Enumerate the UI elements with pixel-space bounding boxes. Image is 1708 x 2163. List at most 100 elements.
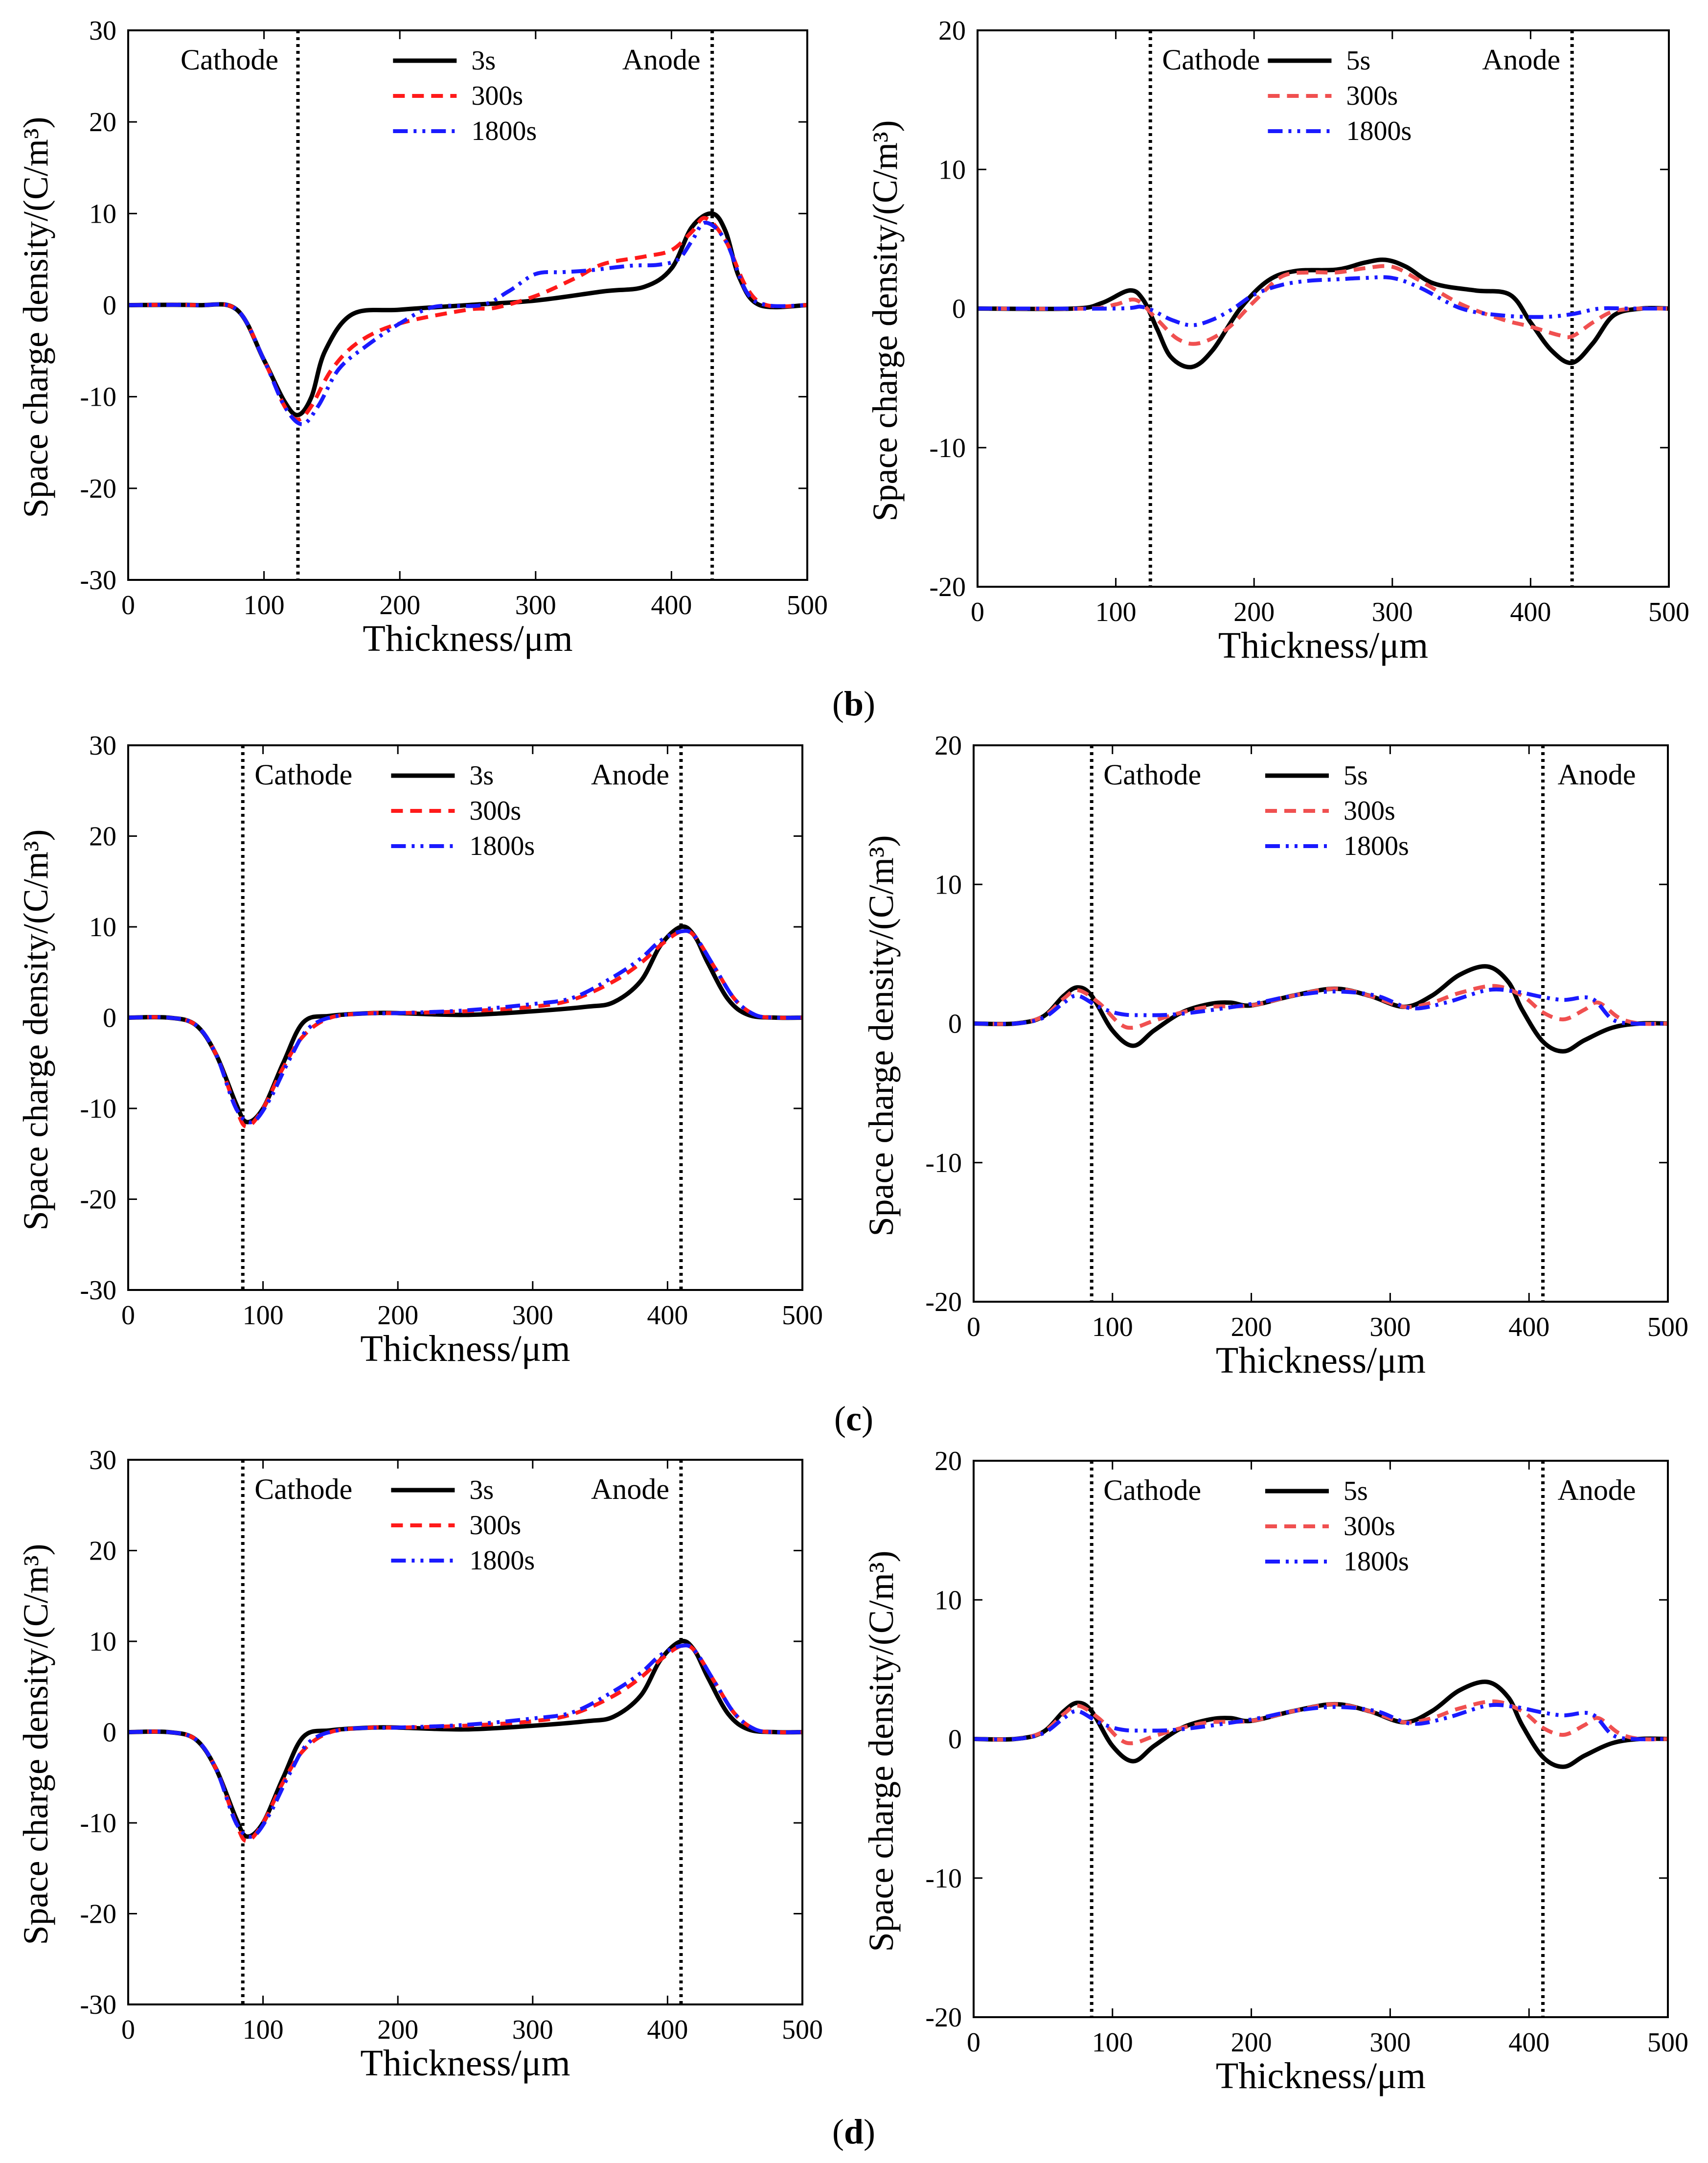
x-tick-label: 200	[1231, 1312, 1272, 1342]
series-line-300s	[128, 928, 802, 1129]
x-tick-label: 500	[1647, 1312, 1688, 1342]
legend-label-3s: 3s	[469, 1475, 494, 1505]
y-tick-label: -20	[925, 1287, 962, 1317]
x-tick-label: 400	[1510, 597, 1551, 627]
y-tick-label: -10	[80, 382, 116, 413]
chart-panel-5: 0 100 200 300 400 500 -30 -20 -10 0 10 20 30 Thicknes…	[16, 1445, 823, 2084]
x-tick-label: 500	[782, 2015, 823, 2045]
legend-label-300s: 300s	[469, 796, 521, 826]
x-tick-label: 300	[1369, 1312, 1411, 1342]
plot-frame	[127, 1459, 803, 2005]
legend-label-300s: 300s	[469, 1510, 521, 1541]
legend-label-1800s: 1800s	[1344, 831, 1409, 861]
y-tick-label: 30	[89, 16, 116, 46]
legend-label-5s: 5s	[1344, 1476, 1368, 1506]
x-tick-label: 400	[647, 2015, 688, 2045]
x-tick-label: 300	[1369, 2027, 1411, 2058]
x-axis-label: Thickness/μm	[1216, 1340, 1426, 1381]
x-tick-label: 0	[967, 2027, 980, 2058]
x-tick-label: 100	[243, 2015, 284, 2045]
y-tick-label: 20	[934, 1446, 962, 1476]
x-axis-label: Thickness/μm	[1218, 625, 1428, 666]
panel-label: (b)	[832, 684, 875, 723]
x-tick-label: 0	[971, 597, 984, 627]
electrode-label-anode: Anode	[591, 1473, 669, 1505]
legend-label-300s: 300s	[1344, 796, 1395, 826]
x-tick-label: 200	[1231, 2027, 1272, 2058]
electrode-label-cathode: Cathode	[254, 1473, 352, 1505]
x-tick-label: 200	[379, 590, 420, 621]
y-tick-label: 30	[89, 1445, 116, 1475]
x-tick-label: 500	[787, 590, 828, 621]
legend-label-300s: 300s	[471, 81, 523, 111]
y-tick-label: -10	[929, 433, 966, 463]
electrode-label-cathode: Cathode	[1162, 44, 1260, 76]
chart-panel-2: 0 100 200 300 400 500 -20 -10 0 10 20 Thickness/μm S…	[865, 16, 1689, 666]
x-tick-label: 300	[515, 590, 556, 621]
legend-label-3s: 3s	[469, 760, 494, 791]
x-tick-label: 200	[1233, 597, 1275, 627]
legend-label-300s: 300s	[1346, 81, 1398, 111]
y-axis-label: Space charge density/(C/m³)	[862, 1550, 901, 1952]
y-tick-label: 20	[934, 731, 962, 761]
y-tick-label: -20	[929, 572, 966, 602]
x-axis-label: Thickness/μm	[360, 1328, 570, 1369]
x-tick-label: 100	[1092, 2027, 1133, 2058]
x-axis-label: Thickness/μm	[363, 618, 572, 659]
x-tick-label: 400	[1508, 2027, 1549, 2058]
electrode-label-anode: Anode	[622, 44, 701, 76]
y-tick-label: 20	[938, 16, 966, 46]
y-tick-label: 20	[89, 107, 116, 138]
y-axis-label: Space charge density/(C/m³)	[16, 1543, 55, 1945]
y-tick-label: -10	[925, 1864, 962, 1894]
y-tick-label: 20	[89, 1536, 116, 1566]
legend-label-1800s: 1800s	[1344, 1546, 1409, 1577]
x-tick-label: 100	[1092, 1312, 1133, 1342]
x-tick-label: 400	[1508, 1312, 1549, 1342]
x-tick-label: 100	[243, 1300, 284, 1331]
chart-panel-1: 0 100 200 300 400 500 -30 -20 -10 0 10 20 30 Thicknes…	[16, 16, 828, 659]
x-tick-label: 100	[244, 590, 285, 621]
y-tick-label: 0	[103, 1003, 116, 1034]
y-tick-label: 10	[934, 1585, 962, 1615]
y-tick-label: -20	[80, 1185, 116, 1215]
y-tick-label: -30	[80, 565, 116, 596]
x-axis-label: Thickness/μm	[1216, 2055, 1426, 2096]
electrode-label-cathode: Cathode	[1103, 1474, 1201, 1506]
y-tick-label: 10	[89, 912, 116, 943]
legend-label-1800s: 1800s	[471, 116, 537, 146]
x-tick-label: 300	[1372, 597, 1413, 627]
x-tick-label: 300	[512, 1300, 553, 1331]
series-line-300s	[128, 216, 807, 422]
electrode-label-cathode: Cathode	[254, 759, 352, 791]
chart-panel-6: 0 100 200 300 400 500 -20 -10 0 10 20 Thickness/μm S…	[862, 1446, 1688, 2096]
legend-label-1800s: 1800s	[469, 831, 535, 861]
y-tick-label: 0	[103, 291, 116, 321]
series-line-1800s	[128, 221, 807, 426]
y-tick-label: -20	[80, 1899, 116, 1930]
x-tick-label: 500	[782, 1300, 823, 1331]
x-tick-label: 0	[121, 2015, 135, 2045]
y-tick-label: -10	[925, 1148, 962, 1178]
series-line-1800s	[974, 1703, 1668, 1742]
y-tick-label: 0	[948, 1009, 962, 1039]
series-line-5s	[974, 964, 1668, 1054]
x-tick-label: 0	[967, 1312, 980, 1342]
plot-frame	[127, 29, 808, 581]
plot-frame	[127, 744, 803, 1291]
x-tick-label: 500	[1648, 597, 1689, 627]
y-tick-label: -10	[80, 1094, 116, 1124]
x-tick-label: 200	[377, 2015, 418, 2045]
y-tick-label: 20	[89, 822, 116, 852]
series-line-3s	[128, 211, 807, 417]
electrode-label-anode: Anode	[1558, 759, 1636, 791]
chart-panel-3: 0 100 200 300 400 500 -30 -20 -10 0 10 20 30 Thicknes…	[16, 731, 823, 1369]
x-tick-label: 200	[377, 1300, 418, 1331]
y-tick-label: 0	[952, 294, 966, 324]
legend-label-300s: 300s	[1344, 1511, 1395, 1542]
y-axis-label: Space charge density/(C/m³)	[16, 829, 55, 1230]
series-line-1800s	[128, 929, 802, 1125]
legend-label-1800s: 1800s	[1346, 116, 1412, 146]
plot-frame	[977, 29, 1670, 588]
